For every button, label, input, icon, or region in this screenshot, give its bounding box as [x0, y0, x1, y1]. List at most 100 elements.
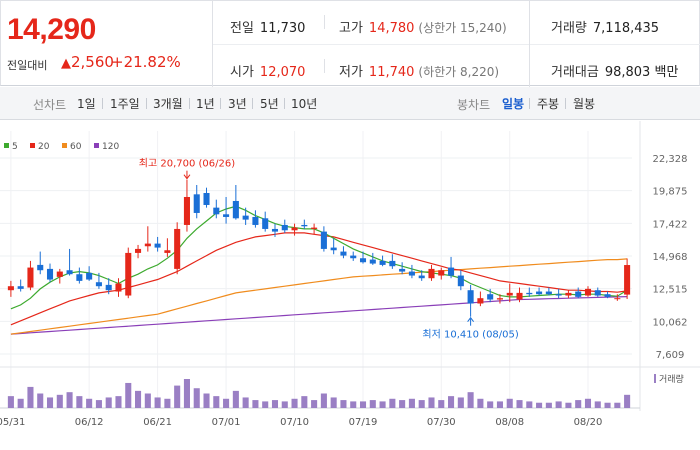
- candle-body: [281, 224, 288, 231]
- volume-bar: [17, 398, 24, 408]
- volume-bar: [428, 397, 435, 408]
- volume-bar: [594, 401, 601, 408]
- legend-label: 120: [102, 142, 119, 152]
- candle-body: [536, 291, 543, 295]
- candle-body: [369, 259, 376, 264]
- volume-bar: [213, 396, 220, 408]
- range-5y[interactable]: 5년: [260, 97, 279, 111]
- prev-close: 전일 11,730: [230, 21, 306, 36]
- period-daily[interactable]: 일봉: [502, 97, 525, 111]
- volume-bar: [193, 388, 200, 408]
- up-triangle-icon: ▲: [61, 56, 71, 71]
- volume-bar: [565, 402, 572, 408]
- candle-body: [487, 294, 494, 300]
- ma5-line: [10, 205, 628, 310]
- volume-bar: [281, 401, 288, 408]
- range-10y[interactable]: 10년: [291, 97, 318, 111]
- volume-legend-swatch: [654, 374, 656, 383]
- x-tick-label: 07/19: [349, 417, 378, 428]
- volume-bar: [379, 401, 386, 408]
- candle-body: [203, 192, 210, 205]
- volume-bar: [291, 398, 298, 408]
- volume-bar: [340, 400, 347, 408]
- candle-body: [125, 252, 132, 296]
- period-weekly[interactable]: 주봉: [537, 97, 560, 111]
- y-tick-label: 19,875: [653, 187, 688, 198]
- volume-bar: [477, 398, 484, 408]
- candle-body: [301, 224, 308, 227]
- volume-bar: [555, 401, 562, 408]
- candlestick-chart-svg: 22,328 19,875 17,422 14,968 12,515 10,062 7,60…: [0, 121, 700, 428]
- volume-bar: [516, 400, 523, 408]
- volume-bar: [183, 379, 190, 408]
- range-1y[interactable]: 1년: [196, 97, 215, 111]
- volume-bar: [164, 398, 171, 408]
- stock-chart[interactable]: 22,328 19,875 17,422 14,968 12,515 10,062 7,60…: [0, 121, 700, 450]
- candle-body: [389, 260, 396, 267]
- volume-bar: [506, 398, 513, 408]
- candle-body: [565, 292, 572, 296]
- candle-body: [448, 267, 455, 276]
- x-tick-label: 07/10: [280, 417, 309, 428]
- y-tick-label: 7,609: [656, 350, 685, 361]
- volume-bar: [536, 402, 543, 408]
- x-tick-label: 06/21: [143, 417, 172, 428]
- volume-bar: [389, 398, 396, 408]
- candle-body: [545, 291, 552, 295]
- volume-bar: [46, 397, 54, 408]
- candle-body: [164, 250, 171, 253]
- candle-body: [56, 271, 63, 277]
- candle-body: [584, 288, 592, 296]
- volume-bar: [301, 396, 308, 408]
- volume-bar: [252, 400, 259, 408]
- candle-body: [457, 275, 464, 287]
- y-tick-label: 12,515: [653, 285, 688, 296]
- range-3m[interactable]: 3개월: [153, 97, 183, 111]
- volume-bar: [174, 385, 181, 408]
- high-annotation-label: 최고 20,700 (06/26): [139, 158, 235, 170]
- volume: 거래량 7,118,435: [551, 21, 660, 36]
- candle-body: [86, 272, 93, 280]
- volume-bar: [27, 386, 34, 408]
- candle-body: [115, 283, 122, 292]
- x-tick-label: 06/12: [75, 417, 104, 428]
- volume-bar: [105, 397, 112, 408]
- open-price: 시가 12,070: [230, 65, 306, 80]
- volume-bar: [7, 396, 14, 408]
- low-price: 저가 11,740 (하한가 8,220): [339, 65, 500, 80]
- current-price-box: 14,290 전일대비 ▲2,560 +21.82%: [1, 1, 213, 87]
- volume-bar: [526, 401, 533, 408]
- candle-body: [37, 264, 44, 271]
- range-1w[interactable]: 1주일: [110, 97, 140, 111]
- volume-bar: [614, 402, 621, 408]
- candle-body: [311, 227, 318, 229]
- candle-body: [594, 290, 601, 296]
- period-monthly[interactable]: 월봉: [573, 97, 596, 111]
- candle-body: [624, 265, 631, 295]
- candle-body: [223, 214, 230, 217]
- candle-body: [340, 251, 347, 256]
- y-tick-label: 17,422: [653, 219, 688, 230]
- volume-bar: [584, 398, 592, 408]
- volume-bar: [144, 393, 151, 408]
- candle-body: [17, 286, 24, 289]
- ma120-line: [10, 296, 628, 335]
- range-3y[interactable]: 3년: [228, 97, 247, 111]
- candle-body: [95, 282, 102, 287]
- legend-swatch: [4, 143, 9, 148]
- candle-body: [213, 207, 220, 215]
- high-price: 고가 14,780 (상한가 15,240): [339, 21, 507, 36]
- volume-bar: [418, 400, 425, 408]
- volume-bar: [135, 390, 142, 408]
- volume-bar: [125, 382, 132, 408]
- change-amount: 2,560: [71, 53, 114, 71]
- chart-toolbar: 선차트 1일 1주일 3개월 1년 3년 5년 10년 봉차트 일봉 주봉 월봉: [0, 87, 700, 120]
- volume-bar: [271, 400, 279, 408]
- volume-bar: [487, 401, 494, 408]
- range-1d[interactable]: 1일: [77, 97, 96, 111]
- candle-body: [7, 286, 14, 291]
- candle-body: [359, 258, 367, 263]
- x-tick-label: 08/08: [495, 417, 524, 428]
- volume-bar: [457, 397, 464, 408]
- volume-bar: [624, 394, 631, 408]
